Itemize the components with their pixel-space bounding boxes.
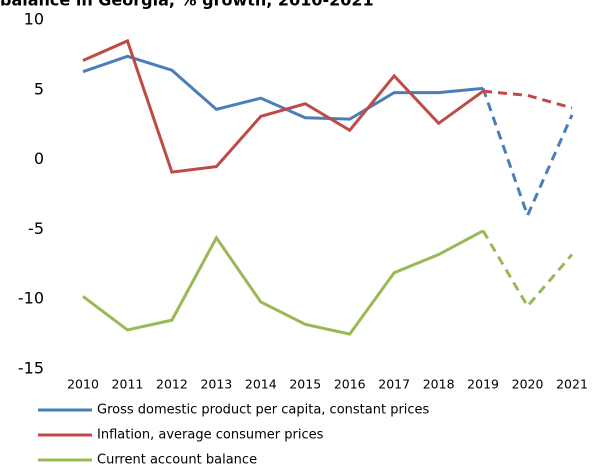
chart-title: balance in Georgia, % growth, 2010-2021: [0, 0, 374, 10]
x-tick-label: 2019: [467, 377, 499, 392]
x-tick-label: 2017: [378, 377, 410, 392]
y-tick-label: -5: [28, 219, 44, 238]
y-tick-label: -10: [18, 289, 44, 308]
x-tick-label: 2014: [245, 377, 277, 392]
y-tick-label: 5: [34, 79, 44, 98]
x-tick-label: 2021: [556, 377, 588, 392]
x-tick-label: 2013: [200, 377, 232, 392]
x-tick-label: 2010: [67, 377, 99, 392]
legend-label: Gross domestic product per capita, const…: [97, 403, 430, 418]
y-tick-label: 0: [34, 149, 44, 168]
line-forecast: [482, 89, 573, 110]
line: [82, 229, 484, 336]
line: [82, 38, 484, 174]
x-tick-label: 2020: [512, 377, 544, 392]
x-tick-label: 2012: [156, 377, 188, 392]
legend-label: Current account balance: [97, 453, 257, 467]
y-tick-label: 10: [24, 10, 44, 29]
y-tick-label: -15: [18, 359, 44, 378]
x-tick-label: 2011: [112, 377, 144, 392]
x-tick-label: 2018: [423, 377, 455, 392]
legend-label: Inflation, average consumer prices: [97, 428, 324, 443]
line: [82, 54, 484, 121]
x-tick-label: 2015: [289, 377, 321, 392]
x-tick-label: 2016: [334, 377, 366, 392]
line-forecast: [481, 230, 574, 309]
line-forecast: [481, 87, 574, 220]
